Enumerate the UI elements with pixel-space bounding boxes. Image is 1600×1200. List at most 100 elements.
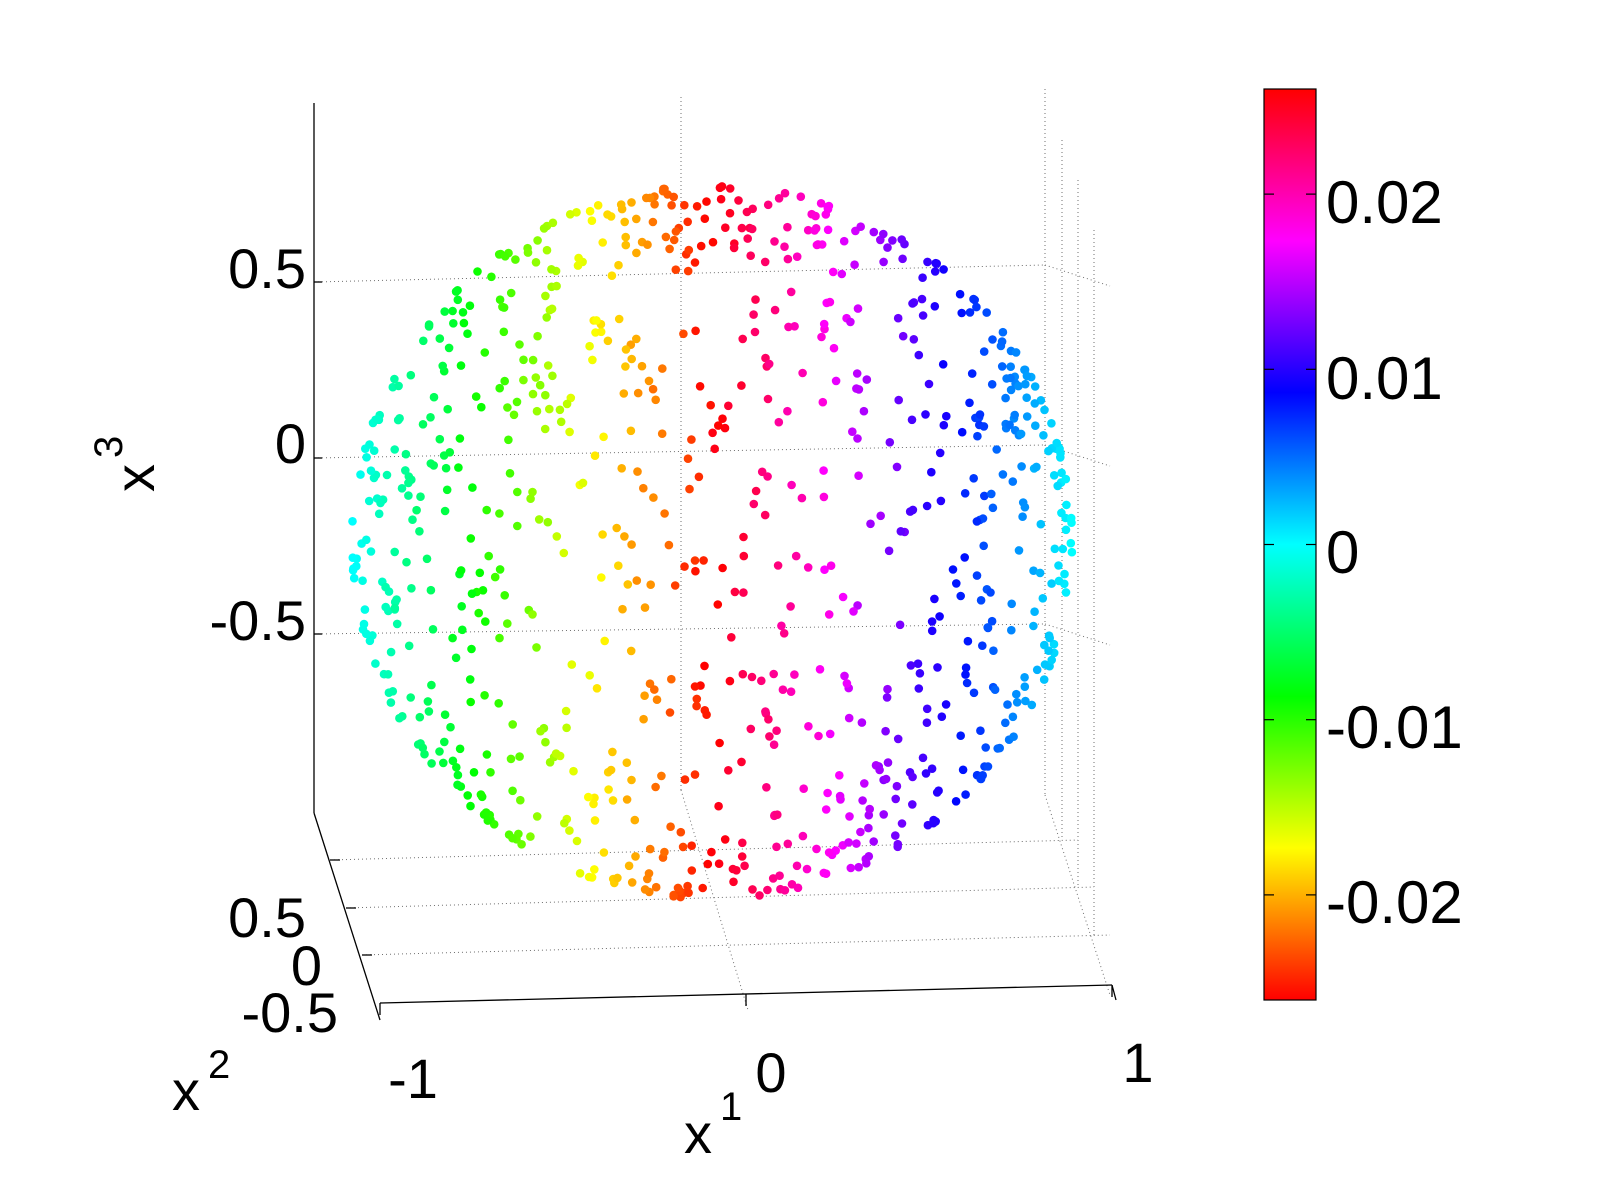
data-point <box>446 722 455 732</box>
data-point <box>404 641 414 651</box>
data-point <box>979 541 988 551</box>
data-point <box>732 866 741 875</box>
data-point <box>573 261 583 270</box>
data-point <box>1029 566 1038 575</box>
data-point <box>412 505 421 515</box>
data-point <box>516 795 525 805</box>
data-point <box>626 426 636 436</box>
data-point <box>941 700 951 709</box>
colorbar-ticks <box>1264 193 1316 896</box>
data-point <box>678 842 688 852</box>
data-point <box>856 222 865 231</box>
data-point <box>608 747 617 757</box>
grid-line <box>1044 444 1111 467</box>
data-point <box>764 359 774 369</box>
data-point <box>439 758 448 768</box>
data-point <box>533 236 542 245</box>
data-point <box>528 610 537 619</box>
data-point <box>869 227 879 237</box>
data-point <box>823 225 833 235</box>
data-point <box>495 295 505 305</box>
data-point <box>1032 665 1042 675</box>
data-point <box>596 327 606 337</box>
data-point <box>519 355 528 365</box>
data-point <box>548 218 558 228</box>
data-point <box>623 580 633 589</box>
data-point <box>1006 362 1015 372</box>
data-point <box>775 871 784 880</box>
data-point <box>769 740 779 749</box>
data-point <box>1031 421 1040 431</box>
data-point <box>695 382 705 391</box>
data-point <box>725 184 735 193</box>
data-point <box>714 859 724 868</box>
data-point <box>770 305 780 315</box>
data-point <box>683 266 693 276</box>
data-point <box>606 765 616 775</box>
data-point <box>727 633 736 642</box>
data-point <box>714 801 723 811</box>
data-point <box>975 410 985 419</box>
data-point <box>1011 348 1021 357</box>
data-point <box>1010 410 1019 420</box>
data-point <box>584 792 593 802</box>
data-point <box>463 329 472 339</box>
data-point <box>426 585 436 595</box>
data-point <box>1020 502 1030 512</box>
data-point <box>500 251 510 261</box>
data-point <box>879 810 888 819</box>
data-point <box>547 304 557 314</box>
data-point <box>725 208 735 218</box>
data-point <box>721 223 730 232</box>
data-point <box>1007 599 1016 609</box>
data-point <box>415 527 424 536</box>
data-point <box>440 506 450 516</box>
data-point <box>981 743 990 752</box>
data-point <box>783 254 793 264</box>
data-point <box>374 509 384 519</box>
data-point <box>593 201 603 210</box>
data-point <box>503 403 512 412</box>
data-point <box>718 563 727 573</box>
data-point <box>854 471 863 481</box>
data-point <box>676 827 686 837</box>
data-point <box>929 818 938 828</box>
z-tick-label: 0.5 <box>228 237 306 300</box>
data-point <box>519 375 528 385</box>
data-point <box>667 674 676 684</box>
data-point <box>802 864 812 874</box>
data-point <box>979 422 989 431</box>
data-point <box>673 883 683 893</box>
colorbar-tick-label: 0.01 <box>1326 345 1443 412</box>
data-point <box>664 540 674 550</box>
data-point <box>967 369 977 378</box>
data-point <box>862 859 871 868</box>
data-point <box>567 660 577 669</box>
data-point <box>937 712 947 721</box>
data-point <box>1053 481 1062 491</box>
data-point <box>515 340 524 349</box>
data-point <box>1056 453 1065 462</box>
data-point <box>508 720 517 729</box>
data-point <box>371 659 380 668</box>
data-point <box>828 267 838 277</box>
data-point <box>441 463 451 473</box>
data-point <box>532 406 542 416</box>
data-point <box>988 503 998 513</box>
data-point <box>372 415 382 424</box>
data-point <box>972 517 982 526</box>
data-point <box>700 661 709 671</box>
data-point <box>955 289 965 299</box>
data-point <box>390 374 399 384</box>
data-point <box>939 420 949 430</box>
data-point <box>986 588 995 597</box>
data-point <box>687 841 696 850</box>
data-point <box>382 470 392 480</box>
data-point <box>511 255 520 264</box>
data-point <box>1027 700 1037 710</box>
data-point <box>505 469 515 478</box>
data-point <box>542 245 552 255</box>
data-point <box>555 405 565 415</box>
data-point <box>740 861 749 871</box>
data-point <box>935 448 945 458</box>
